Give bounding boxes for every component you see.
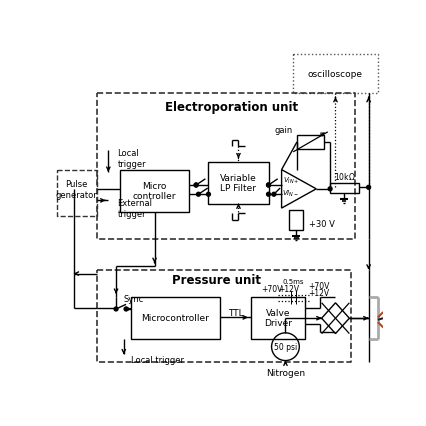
Text: Local
trigger: Local trigger	[117, 149, 146, 168]
Text: gain: gain	[274, 126, 292, 135]
Text: 10k$\Omega$: 10k$\Omega$	[333, 171, 354, 182]
Circle shape	[194, 184, 198, 187]
Text: Micro
controller: Micro controller	[132, 181, 176, 201]
Circle shape	[114, 307, 118, 311]
Text: Electroporation unit: Electroporation unit	[164, 101, 297, 114]
Text: +12V: +12V	[277, 285, 298, 294]
Circle shape	[196, 193, 200, 197]
Text: 0.5ms: 0.5ms	[282, 279, 303, 285]
Circle shape	[194, 184, 198, 187]
Text: Variable
LP Filter: Variable LP Filter	[219, 173, 256, 193]
Circle shape	[266, 184, 270, 187]
Text: Local trigger: Local trigger	[131, 355, 184, 364]
Circle shape	[266, 184, 270, 187]
Text: TTL: TTL	[227, 308, 243, 317]
Text: +70V: +70V	[260, 285, 282, 294]
Circle shape	[328, 187, 331, 191]
Text: Pressure unit: Pressure unit	[171, 273, 260, 287]
Circle shape	[266, 193, 270, 197]
Circle shape	[124, 307, 128, 311]
Text: External
trigger: External trigger	[117, 199, 152, 218]
Text: oscilloscope: oscilloscope	[307, 70, 362, 79]
Text: Sync: Sync	[124, 295, 144, 304]
Text: Nitrogen: Nitrogen	[265, 368, 304, 377]
Text: $VI_{N-}$: $VI_{N-}$	[282, 188, 299, 199]
Text: 50 psi: 50 psi	[273, 343, 296, 351]
Text: Valve
Driver: Valve Driver	[263, 308, 291, 327]
Text: +70V: +70V	[308, 281, 329, 290]
Circle shape	[206, 193, 210, 197]
Circle shape	[366, 186, 370, 190]
Text: Pulse
generator: Pulse generator	[56, 180, 98, 199]
Circle shape	[271, 193, 275, 197]
Text: +12V: +12V	[308, 288, 329, 297]
Text: Microcontroller: Microcontroller	[141, 313, 209, 322]
Text: +30 V: +30 V	[308, 219, 334, 228]
Text: $V_{IN+}$: $V_{IN+}$	[282, 175, 298, 185]
